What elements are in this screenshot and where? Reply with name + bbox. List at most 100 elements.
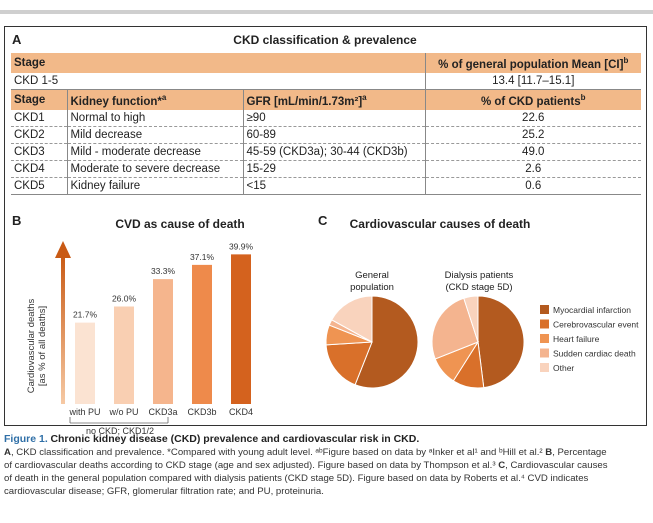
pie-dialysis-patients <box>431 295 525 389</box>
bar-category-label: with PU <box>68 407 100 417</box>
y-axis-label-line2: [as % of all deaths] <box>37 306 48 386</box>
table-row-overall: CKD 1-5 13.4 [11.7–15.1] <box>11 72 641 90</box>
overall-value: 13.4 [11.7–15.1] <box>424 72 641 90</box>
row-stage: CKD3 <box>11 142 67 161</box>
legend-swatch <box>540 348 549 358</box>
row-gfr: 15-29 <box>242 159 425 178</box>
y-axis-arrow-shaft <box>61 254 65 404</box>
top-rule <box>0 10 653 14</box>
bar-category-label: CKD3a <box>148 407 177 417</box>
caption-line2b: , Cardiovascular causes <box>505 460 608 471</box>
bar-value-label: 26.0% <box>112 294 137 304</box>
bar-group-label: no CKD; CKD1/2 <box>85 426 155 436</box>
header-prevalence: % of general population Mean [CI]b <box>424 53 641 73</box>
table-header-row: Stage % of general population Mean [CI]b <box>11 53 641 73</box>
pie-slice-cerebrovascular-event <box>325 341 373 386</box>
figure-box <box>4 26 647 426</box>
pie-slice-myocardial-infarction <box>354 295 419 389</box>
pie1-label-line2: population <box>350 282 394 293</box>
row-pct: 0.6 <box>424 176 641 195</box>
pie2-label-line1: Dialysis patients <box>444 270 514 281</box>
bar-category-label: w/o PU <box>108 407 138 417</box>
row-pct: 22.6 <box>424 109 641 127</box>
legend-swatch <box>540 334 549 343</box>
row-stage: CKD2 <box>11 125 67 144</box>
row-gfr: <15 <box>242 176 425 195</box>
legend-label: Myocardial infarction <box>553 305 631 315</box>
caption-b-letter: B <box>545 447 553 458</box>
row-function: Mild - moderate decrease <box>66 142 243 161</box>
bar-value-label: 39.9% <box>229 241 254 251</box>
figure-caption: Figure 1. Chronic kidney disease (CKD) p… <box>4 433 649 498</box>
legend-swatch <box>540 319 549 329</box>
y-axis-arrow-head <box>55 241 71 258</box>
pie-legend: Myocardial infarction Cerebrovascular eve… <box>540 305 639 373</box>
bar-ckd4 <box>231 254 251 404</box>
row-function: Normal to high <box>66 109 243 127</box>
overall-stage: CKD 1-5 <box>11 72 425 90</box>
caption-a-letter: A <box>4 447 11 458</box>
bar-w-o-pu <box>114 306 134 404</box>
table-subheader-row: Stage Kidney function*a GFR [mL/min/1.73… <box>11 89 641 110</box>
panel-b-title: CVD as cause of death <box>115 217 245 231</box>
bar-ckd3a <box>153 279 173 404</box>
row-function: Moderate to severe decrease <box>66 159 243 178</box>
panel-c-letter: C <box>318 213 328 228</box>
row-pct: 2.6 <box>424 159 641 178</box>
subheader-stage: Stage <box>11 89 67 110</box>
legend-label: Heart failure <box>553 334 600 344</box>
table-row: CKD4 Moderate to severe decrease 15-29 2… <box>11 159 641 178</box>
table-row: CKD5 Kidney failure <15 0.6 <box>11 176 641 195</box>
pie-slice-myocardial-infarction <box>477 295 525 389</box>
pie1-label: General population <box>332 270 412 294</box>
panel-b-letter: B <box>12 213 22 228</box>
y-axis-label-line1: Cardiovascular deaths <box>26 298 37 393</box>
legend-swatch <box>540 305 549 314</box>
caption-line3: of death in the general population compa… <box>4 473 589 484</box>
legend-swatch <box>540 363 549 372</box>
pie-slice-sudden-cardiac-death <box>431 297 479 360</box>
row-pct: 25.2 <box>424 125 641 144</box>
row-gfr: 60-89 <box>242 125 425 144</box>
caption-title: Chronic kidney disease (CKD) prevalence … <box>50 433 420 445</box>
pie-general-population <box>325 295 419 389</box>
legend-label: Other <box>553 363 574 373</box>
bar-category-label: CKD4 <box>229 407 253 417</box>
ckd-table: Stage % of general population Mean [CI]b… <box>11 53 641 195</box>
bar-value-label: 37.1% <box>190 252 215 262</box>
pie-slice-other <box>331 295 373 343</box>
caption-line4: cardiovascular disease; GFR, glomerular … <box>4 486 324 497</box>
row-gfr: ≥90 <box>242 109 425 127</box>
row-stage: CKD1 <box>14 111 45 124</box>
caption-line2: of cardiovascular deaths according to CK… <box>4 460 499 471</box>
panel-c-title: Cardiovascular causes of death <box>349 217 531 231</box>
row-pct: 49.0 <box>424 142 641 161</box>
row-function: Kidney failure <box>66 176 243 195</box>
bar-category-label: CKD3b <box>187 407 216 417</box>
row-stage: CKD4 <box>11 159 67 178</box>
subheader-gfr: GFR [mL/min/1.73m²]a <box>242 89 425 110</box>
pie2-label: Dialysis patients (CKD stage 5D) <box>424 270 534 294</box>
legend-label: Sudden cardiac death <box>553 349 636 359</box>
panel-a-title: CKD classification & prevalence <box>233 33 417 47</box>
table-row: CKD3 Mild - moderate decrease 45-59 (CKD… <box>11 142 641 161</box>
subheader-function: Kidney function*a <box>66 89 243 110</box>
bar-with-pu <box>75 322 95 404</box>
legend-label: Cerebrovascular event <box>553 320 639 330</box>
pie2-label-line2: (CKD stage 5D) <box>445 282 513 293</box>
table-row: CKD2 Mild decrease 60-89 25.2 <box>11 125 641 144</box>
cvd-bar-chart: Cardiovascular deaths [as % of all death… <box>26 241 254 424</box>
caption-line1b: , Percentage <box>552 447 607 458</box>
row-stage: CKD5 <box>11 176 67 195</box>
row-function: Mild decrease <box>66 125 243 144</box>
caption-line1: , CKD classification and prevalence. *Co… <box>10 447 546 458</box>
pie-slice-other <box>463 295 479 343</box>
pie1-label-line1: General <box>355 270 389 281</box>
bar-value-label: 21.7% <box>73 310 98 320</box>
bar-value-label: 33.3% <box>151 266 176 276</box>
header-stage: Stage <box>11 53 425 73</box>
panel-a-letter: A <box>12 32 22 47</box>
table-row: CKD1 Normal to high ≥90 22.6 <box>11 109 641 127</box>
cvd-pie-charts: Myocardial infarction Cerebrovascular eve… <box>325 295 639 389</box>
subheader-pct: % of CKD patientsb <box>424 89 641 110</box>
